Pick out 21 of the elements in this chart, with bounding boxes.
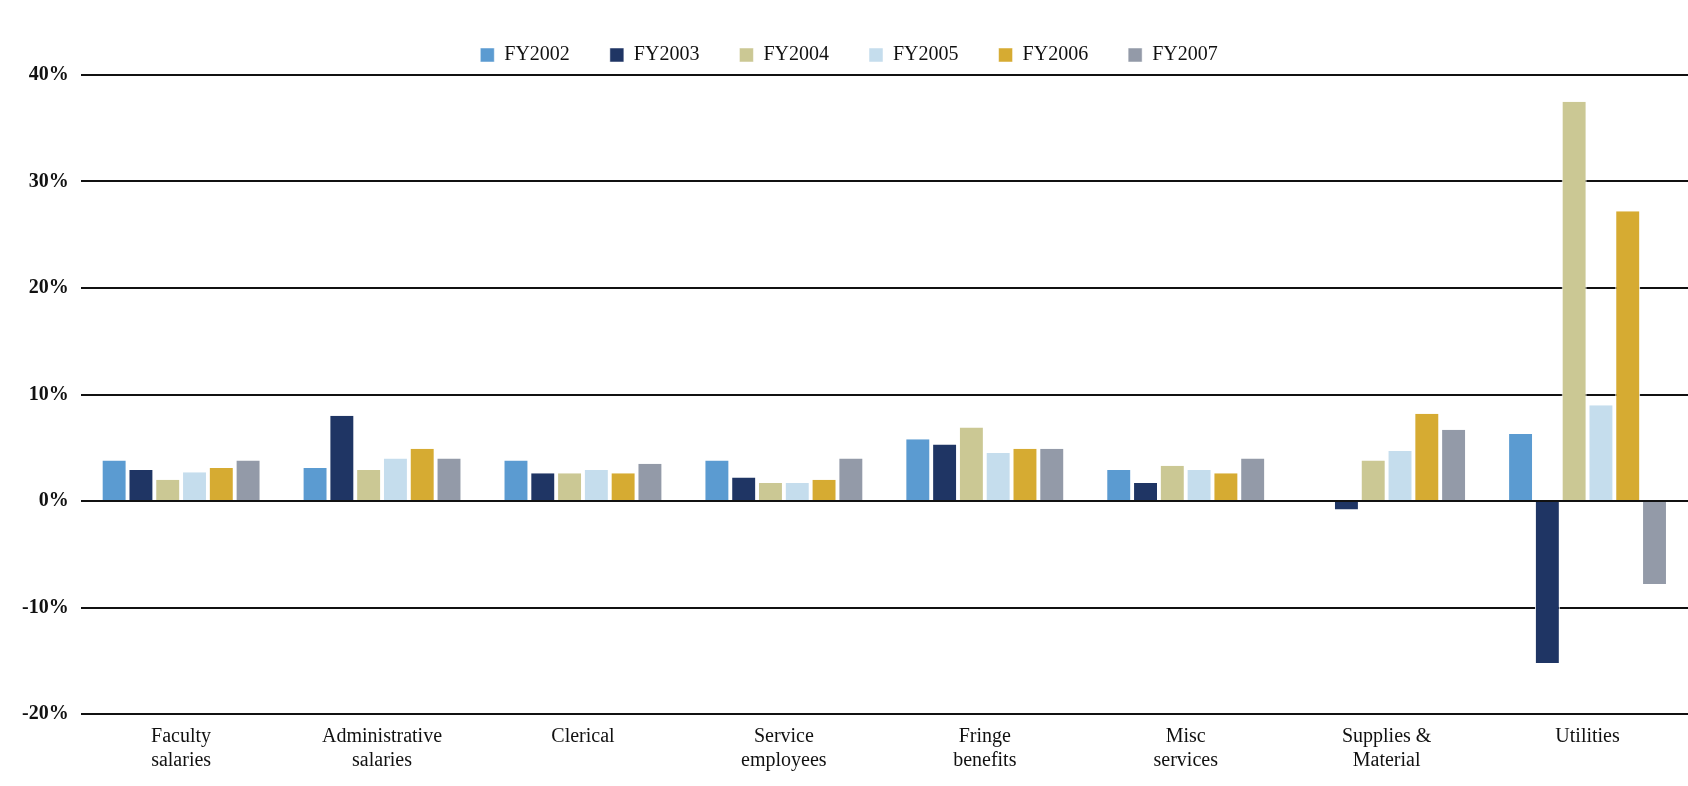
legend-label: FY2002	[504, 42, 570, 65]
x-tick-label: Supplies & Material	[1341, 724, 1432, 771]
y-tick-label: 20%	[28, 275, 69, 298]
legend-label: FY2007	[1152, 42, 1218, 65]
legend-label: FY2005	[893, 42, 959, 65]
y-tick-label: 40%	[28, 62, 69, 85]
x-tick-label: Misc services	[1153, 724, 1219, 771]
x-tick-label: Clerical	[551, 724, 616, 747]
x-tick-label: Service employees	[741, 724, 827, 772]
x-tick-label: Administrative salaries	[322, 724, 443, 771]
x-tick-label: Faculty salaries	[151, 724, 212, 771]
legend-label: FY2003	[633, 42, 700, 65]
y-tick-label: -10%	[21, 594, 69, 617]
x-tick-label: Fringe benefits	[953, 724, 1017, 771]
legend-label: FY2006	[1022, 42, 1089, 65]
legend-label: FY2004	[763, 42, 830, 65]
x-tick-label: Utilities	[1555, 724, 1620, 747]
y-tick-label: 0%	[38, 488, 69, 511]
y-tick-label: -20%	[21, 701, 69, 724]
y-tick-label: 10%	[28, 381, 69, 404]
y-tick-label: 30%	[28, 168, 69, 191]
